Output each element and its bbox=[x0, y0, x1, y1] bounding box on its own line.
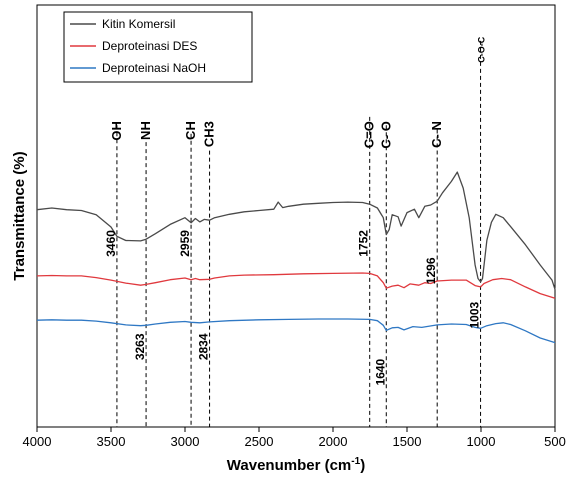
peak-label: 1752 bbox=[357, 230, 371, 257]
functional-group-label: OH bbox=[109, 121, 124, 141]
peak-label: 1003 bbox=[468, 302, 482, 329]
x-tick-label: 2500 bbox=[245, 434, 274, 449]
functional-group-label: C- N bbox=[429, 121, 444, 148]
functional-group-label: CH3 bbox=[202, 121, 217, 147]
plot-frame bbox=[36, 4, 556, 428]
peak-label: 1296 bbox=[424, 257, 438, 284]
y-axis-title: Transmittance (%) bbox=[11, 151, 28, 280]
legend-label: Deproteinasi NaOH bbox=[102, 61, 206, 75]
x-tick-label: 1000 bbox=[467, 434, 496, 449]
functional-group-label: CH bbox=[183, 121, 198, 140]
peak-label: 2834 bbox=[197, 333, 211, 360]
x-tick-label: 500 bbox=[544, 434, 566, 449]
series-lines bbox=[36, 171, 556, 344]
functional-group-label: C=O bbox=[362, 121, 377, 148]
functional-group-label: NH bbox=[138, 121, 153, 140]
peak-label: 1640 bbox=[373, 358, 387, 385]
series-line bbox=[36, 318, 556, 344]
peak-label: 3263 bbox=[133, 333, 147, 360]
x-tick-label: 3000 bbox=[171, 434, 200, 449]
functional-group-label: C- O bbox=[378, 121, 393, 148]
series-line bbox=[36, 171, 556, 290]
legend: Kitin Komersil Deproteinasi DES Deproteina… bbox=[63, 11, 253, 83]
functional-group-labels: OH NH CH CH3 C=O C- O C- N C-O-C bbox=[109, 36, 487, 148]
peak-labels: 3460 2959 1752 1296 1003 3263 2834 1640 bbox=[104, 230, 482, 386]
legend-label: Deproteinasi DES bbox=[102, 39, 197, 53]
x-axis-title-close: ) bbox=[360, 457, 365, 474]
x-tick-label: 1500 bbox=[393, 434, 422, 449]
x-tick-label: 3500 bbox=[97, 434, 126, 449]
peak-label: 2959 bbox=[178, 230, 192, 257]
series-line bbox=[36, 272, 556, 299]
guide-lines bbox=[116, 40, 482, 427]
x-tick-label: 2000 bbox=[319, 434, 348, 449]
peak-label: 3460 bbox=[104, 230, 118, 257]
x-axis-title-superscript: -1 bbox=[351, 456, 360, 467]
x-axis-title: Wavenumber (cm-1) bbox=[227, 456, 365, 474]
functional-group-label: C-O-C bbox=[477, 36, 487, 62]
x-axis-title-main: Wavenumber (cm bbox=[227, 457, 351, 474]
x-tick-label: 4000 bbox=[23, 434, 52, 449]
x-axis-ticks: 4000 3500 3000 2500 2000 1500 1000 500 bbox=[23, 427, 566, 449]
legend-label: Kitin Komersil bbox=[102, 17, 175, 31]
plot-area: OH NH CH CH3 C=O C- O C- N C-O-C 3460 2959 1752 12… bbox=[23, 4, 566, 449]
